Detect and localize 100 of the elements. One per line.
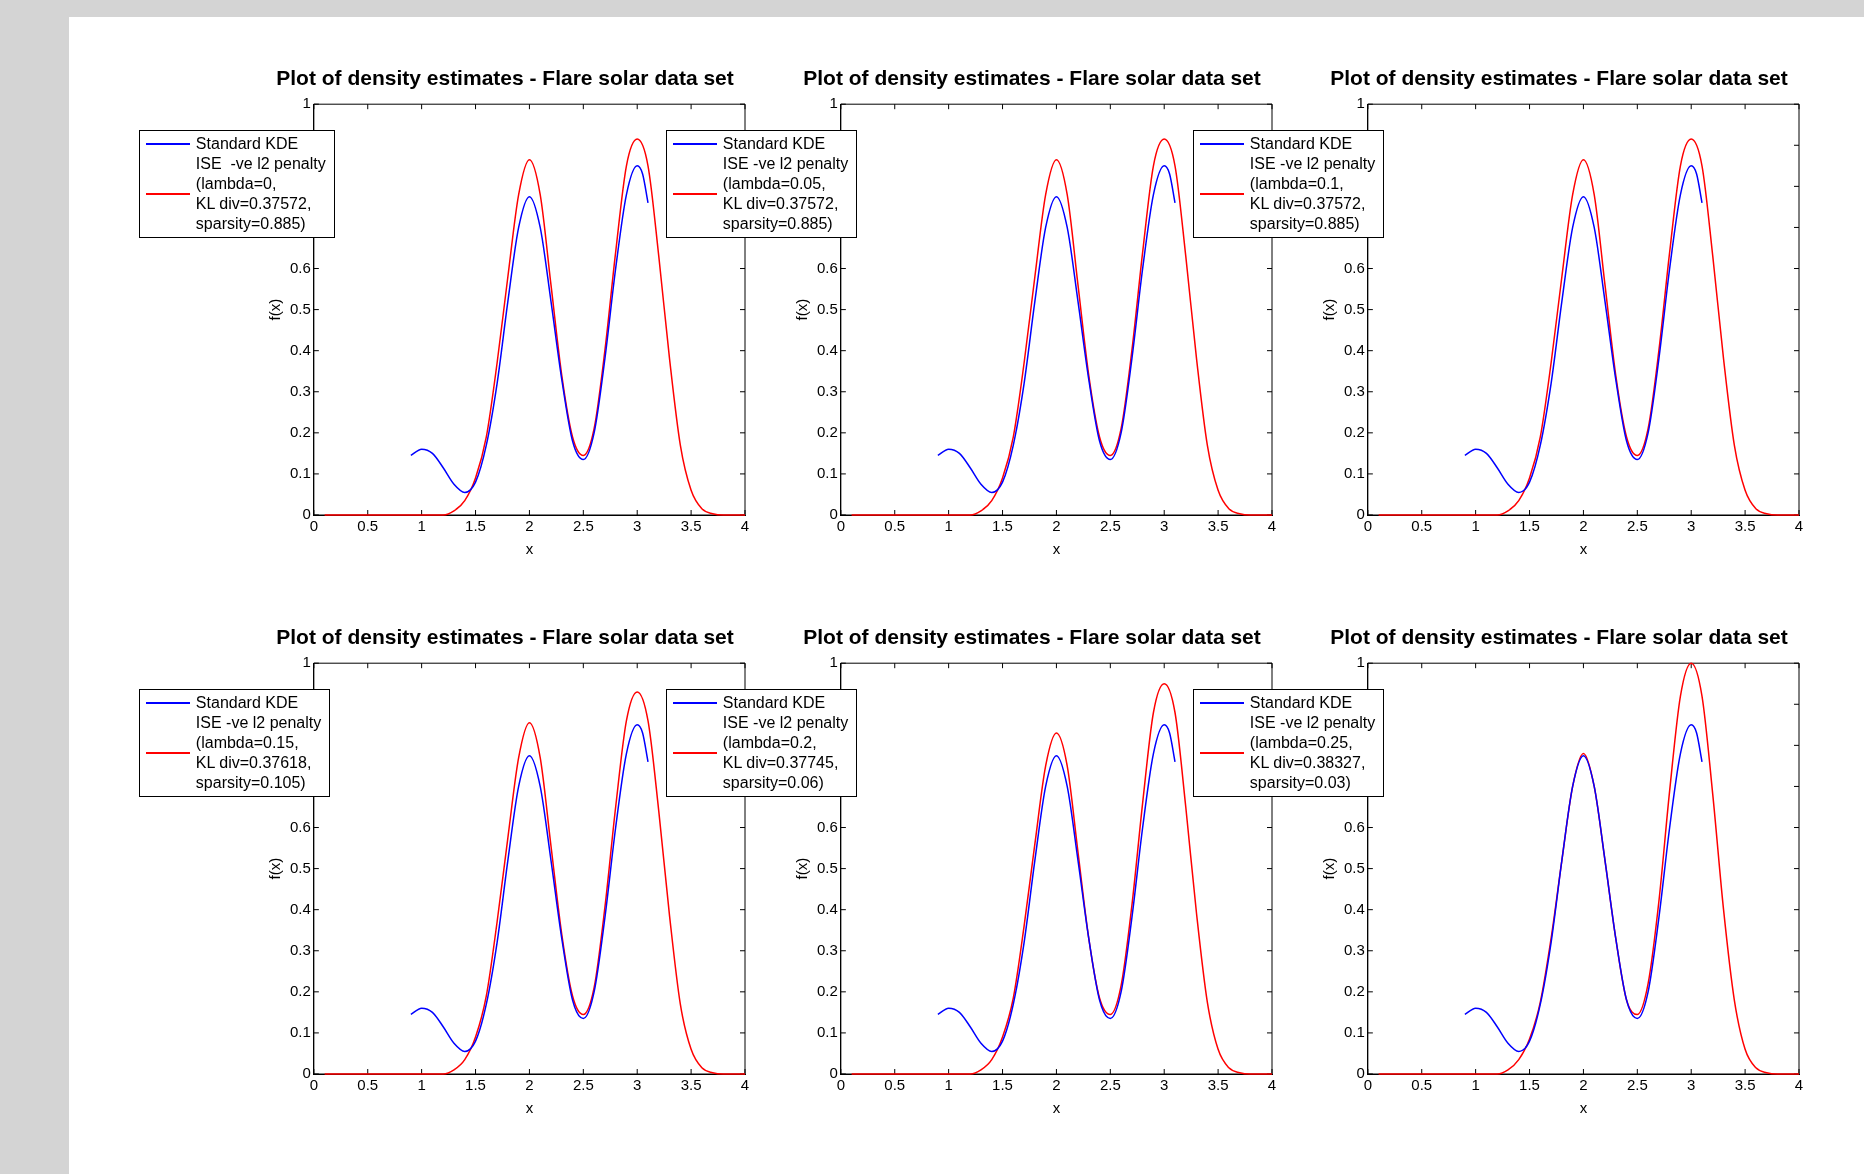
x-tick-label: 1 <box>944 1076 953 1094</box>
y-tick-label: 0.1 <box>1343 464 1365 482</box>
legend-label: ISE -ve l2 penalty (lambda=0.25, KL div=0.38327, sparsity=0.03) <box>1249 713 1376 794</box>
y-axis-title: f(x) <box>266 857 284 880</box>
y-tick-label: 0 <box>1356 1064 1365 1082</box>
y-tick-label: 0.3 <box>1343 381 1365 399</box>
x-tick-label: 3 <box>633 1076 642 1094</box>
y-axis-title: f(x) <box>793 298 811 321</box>
x-tick-label: 0.5 <box>1411 1076 1433 1094</box>
y-tick-label: 0.1 <box>816 1023 838 1041</box>
y-tick-label: 0.4 <box>1343 899 1365 917</box>
x-axis-title: x <box>1579 1099 1588 1117</box>
x-tick-label: 2 <box>1579 1076 1588 1094</box>
x-tick-label: 3.5 <box>680 1076 702 1094</box>
x-tick-label: 1.5 <box>992 517 1013 535</box>
x-axis-title: x <box>1052 1099 1061 1117</box>
x-tick-label: 4 <box>740 1076 750 1094</box>
line-series <box>1464 165 1703 494</box>
y-tick-label: 0.2 <box>816 422 838 440</box>
x-axis-title: x <box>1052 540 1061 558</box>
y-axis-title: f(x) <box>1320 298 1338 321</box>
line-series <box>937 724 1176 1053</box>
y-tick-label: 0 <box>1356 505 1365 523</box>
line-series <box>1377 138 1800 516</box>
y-tick-label: 0.3 <box>1343 940 1365 958</box>
legend-label: Standard KDE <box>195 134 299 155</box>
y-tick-label: 0.6 <box>816 258 838 276</box>
x-tick-label: 4 <box>1267 1076 1277 1094</box>
x-tick-label: 2.5 <box>572 517 594 535</box>
x-tick-label: 4 <box>740 517 750 535</box>
y-tick-label: 0.2 <box>1343 422 1365 440</box>
y-tick-label: 0.4 <box>289 340 311 358</box>
y-tick-label: 0.5 <box>1343 858 1365 876</box>
y-axis-title: f(x) <box>793 857 811 880</box>
legend-label: Standard KDE <box>1249 693 1353 714</box>
y-axis-title: f(x) <box>266 298 284 321</box>
y-tick-label: 0.5 <box>1343 299 1365 317</box>
x-tick-label: 4 <box>1794 1076 1804 1094</box>
x-tick-label: 3 <box>1687 517 1696 535</box>
x-axis-title: x <box>1579 540 1588 558</box>
y-tick-label: 0.6 <box>816 817 838 835</box>
y-tick-label: 1 <box>829 94 838 112</box>
y-tick-label: 0.4 <box>816 340 838 358</box>
y-tick-label: 0.2 <box>289 422 311 440</box>
x-tick-label: 0.5 <box>357 517 379 535</box>
y-tick-label: 0.2 <box>289 981 311 999</box>
x-tick-label: 1 <box>1471 1076 1480 1094</box>
x-tick-label: 2.5 <box>572 1076 594 1094</box>
x-tick-label: 0.5 <box>1411 517 1433 535</box>
y-tick-label: 0.6 <box>1343 817 1365 835</box>
x-tick-label: 3.5 <box>1734 1076 1756 1094</box>
legend-label: ISE -ve l2 penalty (lambda=0.05, KL div=0.37572, sparsity=0.885) <box>722 154 849 235</box>
x-tick-label: 2.5 <box>1099 1076 1121 1094</box>
legend-label: ISE -ve l2 penalty (lambda=0.15, KL div=0.37618, sparsity=0.105) <box>195 713 322 794</box>
x-axis-title: x <box>525 1099 534 1117</box>
x-tick-label: 1.5 <box>992 1076 1013 1094</box>
x-tick-label: 1.5 <box>1519 517 1540 535</box>
chart-title: Plot of density estimates - Flare solar data set <box>276 66 734 90</box>
y-tick-label: 0.1 <box>289 1023 311 1041</box>
y-tick-label: 1 <box>302 653 311 671</box>
x-tick-label: 3.5 <box>680 517 702 535</box>
x-tick-label: 2.5 <box>1626 517 1648 535</box>
x-tick-label: 2.5 <box>1099 517 1121 535</box>
x-tick-label: 2 <box>1052 517 1061 535</box>
x-tick-label: 3 <box>1160 1076 1169 1094</box>
x-tick-label: 2 <box>525 517 534 535</box>
y-tick-label: 1 <box>1356 94 1365 112</box>
x-tick-label: 1 <box>417 1076 426 1094</box>
line-series <box>1464 724 1703 1053</box>
y-axis-title: f(x) <box>1320 857 1338 880</box>
chart-title: Plot of density estimates - Flare solar data set <box>276 625 734 649</box>
x-tick-label: 1.5 <box>1519 1076 1540 1094</box>
y-tick-label: 0.2 <box>1343 981 1365 999</box>
y-tick-label: 0.3 <box>289 381 311 399</box>
x-tick-label: 3.5 <box>1734 517 1756 535</box>
y-tick-label: 0.6 <box>1343 258 1365 276</box>
x-tick-label: 1 <box>1471 517 1480 535</box>
y-tick-label: 0 <box>829 1064 838 1082</box>
y-tick-label: 0.6 <box>289 817 311 835</box>
y-tick-label: 0 <box>302 505 311 523</box>
y-tick-label: 0.3 <box>816 940 838 958</box>
y-tick-label: 0.1 <box>1343 1023 1365 1041</box>
y-tick-label: 1 <box>829 653 838 671</box>
x-tick-label: 2 <box>1052 1076 1061 1094</box>
legend-label: ISE -ve l2 penalty (lambda=0.2, KL div=0.37745, sparsity=0.06) <box>722 713 849 794</box>
y-tick-label: 1 <box>302 94 311 112</box>
legend-label: ISE -ve l2 penalty (lambda=0, KL div=0.37572, sparsity=0.885) <box>195 154 326 235</box>
y-tick-label: 0.5 <box>816 858 838 876</box>
chart-title: Plot of density estimates - Flare solar data set <box>803 66 1261 90</box>
legend-label: ISE -ve l2 penalty (lambda=0.1, KL div=0.37572, sparsity=0.885) <box>1249 154 1376 235</box>
x-tick-label: 4 <box>1794 517 1804 535</box>
y-tick-label: 0 <box>829 505 838 523</box>
x-tick-label: 2 <box>525 1076 534 1094</box>
legend-label: Standard KDE <box>195 693 299 714</box>
y-tick-label: 0.6 <box>289 258 311 276</box>
x-tick-label: 1 <box>944 517 953 535</box>
line-series <box>410 724 649 1053</box>
x-tick-label: 1.5 <box>465 1076 486 1094</box>
y-tick-label: 0 <box>302 1064 311 1082</box>
y-tick-label: 0.3 <box>289 940 311 958</box>
